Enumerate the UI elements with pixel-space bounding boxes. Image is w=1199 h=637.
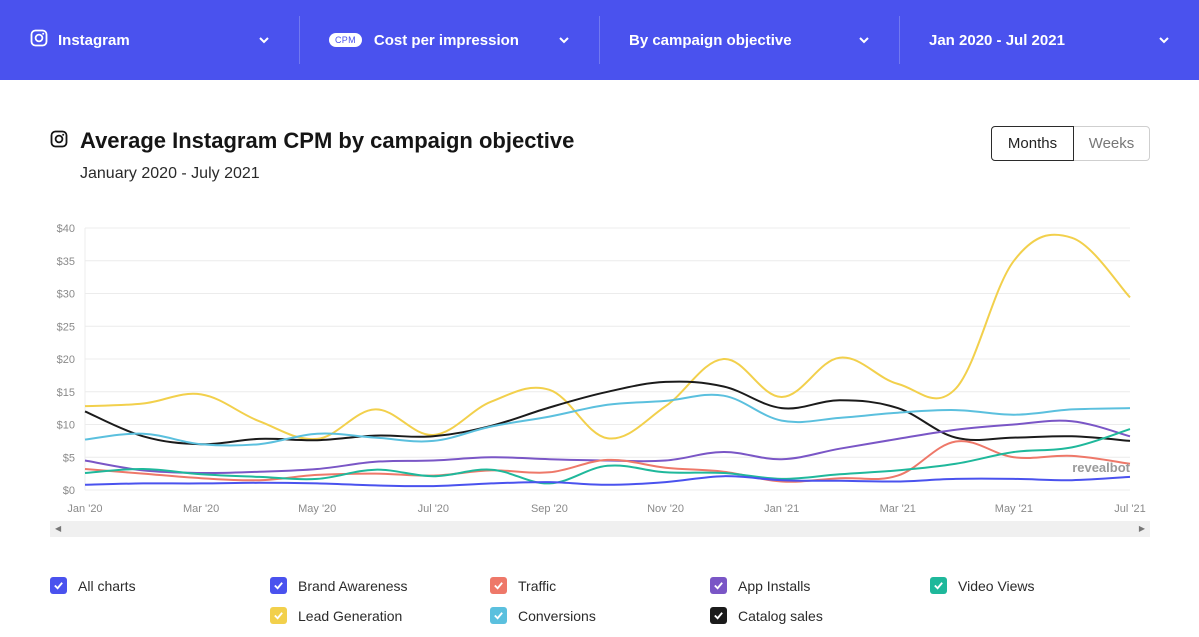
breakdown-dropdown[interactable]: By campaign objective (599, 0, 899, 80)
series-line-video-views[interactable] (84, 428, 1131, 485)
y-axis: $0 $5 $10 $15 $20 $25 $30 $35 $40 (57, 223, 75, 497)
platform-dropdown[interactable]: Instagram (0, 0, 299, 80)
x-tick-label: Jul '20 (418, 503, 449, 515)
y-tick-label: $25 (57, 321, 75, 333)
instagram-icon (50, 130, 68, 153)
x-tick-label: Mar '21 (880, 503, 916, 515)
breakdown-label: By campaign objective (629, 31, 792, 49)
checkbox-icon (270, 577, 287, 594)
granularity-toggle: Months Weeks (991, 126, 1150, 161)
checkbox-icon (490, 607, 507, 624)
filter-bar: Instagram CPM Cost per impression By cam… (0, 0, 1199, 80)
legend-item-brand-awareness[interactable]: Brand Awareness (270, 577, 407, 594)
x-tick-label: Sep '20 (531, 503, 568, 515)
instagram-icon (30, 29, 48, 51)
chevron-down-icon (559, 37, 569, 44)
chart-title: Average Instagram CPM by campaign object… (80, 128, 575, 153)
date-range-dropdown[interactable]: Jan 2020 - Jul 2021 (899, 0, 1199, 80)
x-tick-label: Nov '20 (647, 503, 684, 515)
x-tick-label: May '20 (298, 503, 336, 515)
x-axis: Jan '20 Mar '20 May '20 Jul '20 Sep '20 Nov '… (67, 503, 1145, 515)
checkbox-icon (270, 607, 287, 624)
x-tick-label: May '21 (995, 503, 1033, 515)
scroll-right-icon[interactable]: ▶ (1138, 524, 1145, 533)
date-range-label: Jan 2020 - Jul 2021 (929, 31, 1065, 49)
scroll-left-icon[interactable]: ◀ (55, 524, 62, 533)
platform-label: Instagram (58, 31, 130, 49)
chart-series (84, 233, 1131, 488)
revealbot-watermark: revealbot (1072, 460, 1130, 475)
legend-item-all-charts[interactable]: All charts (50, 577, 136, 594)
x-tick-label: Jan '21 (764, 503, 799, 515)
x-tick-label: Jul '21 (1114, 503, 1145, 515)
checkbox-icon (490, 577, 507, 594)
x-tick-label: Jan '20 (67, 503, 102, 515)
legend-item-app-installs[interactable]: App Installs (710, 577, 810, 594)
series-line-catalog-sales[interactable] (84, 380, 1131, 446)
chart-scrollbar[interactable]: ◀ ▶ (50, 521, 1150, 537)
legend-item-video-views[interactable]: Video Views (930, 577, 1035, 594)
months-button[interactable]: Months (991, 126, 1074, 161)
chevron-down-icon (1159, 37, 1169, 44)
y-tick-label: $15 (57, 387, 75, 399)
y-tick-label: $30 (57, 289, 75, 301)
weeks-button[interactable]: Weeks (1074, 126, 1150, 161)
y-tick-label: $35 (57, 256, 75, 268)
series-line-conversions[interactable] (84, 393, 1131, 447)
checkbox-icon (710, 577, 727, 594)
series-line-brand-awareness[interactable] (84, 475, 1131, 488)
chart-header: Average Instagram CPM by campaign object… (50, 128, 574, 154)
series-line-traffic[interactable] (84, 440, 1131, 483)
chevron-down-icon (859, 37, 869, 44)
legend-item-traffic[interactable]: Traffic (490, 577, 556, 594)
legend-item-catalog-sales[interactable]: Catalog sales (710, 607, 823, 624)
metric-dropdown[interactable]: CPM Cost per impression (299, 0, 599, 80)
y-tick-label: $20 (57, 354, 75, 366)
checkbox-icon (50, 577, 67, 594)
y-tick-label: $5 (63, 452, 75, 464)
cpm-badge: CPM (329, 33, 362, 47)
chart-legend: All charts Brand Awareness Traffic App I… (0, 570, 1199, 630)
chevron-down-icon (259, 37, 269, 44)
chart-subtitle: January 2020 - July 2021 (80, 165, 260, 182)
y-tick-label: $10 (57, 420, 75, 432)
line-chart: $0 $5 $10 $15 $20 $25 $30 $35 $40 Jan '20 Mar '20… (57, 223, 1146, 515)
x-tick-label: Mar '20 (183, 503, 219, 515)
metric-label: Cost per impression (373, 31, 519, 49)
y-tick-label: $40 (57, 223, 75, 235)
legend-item-lead-generation[interactable]: Lead Generation (270, 607, 402, 624)
series-line-lead-generation[interactable] (84, 233, 1131, 441)
chart-grid (84, 227, 1130, 491)
checkbox-icon (710, 607, 727, 624)
legend-item-conversions[interactable]: Conversions (490, 607, 596, 624)
checkbox-icon (930, 577, 947, 594)
y-tick-label: $0 (63, 485, 75, 497)
